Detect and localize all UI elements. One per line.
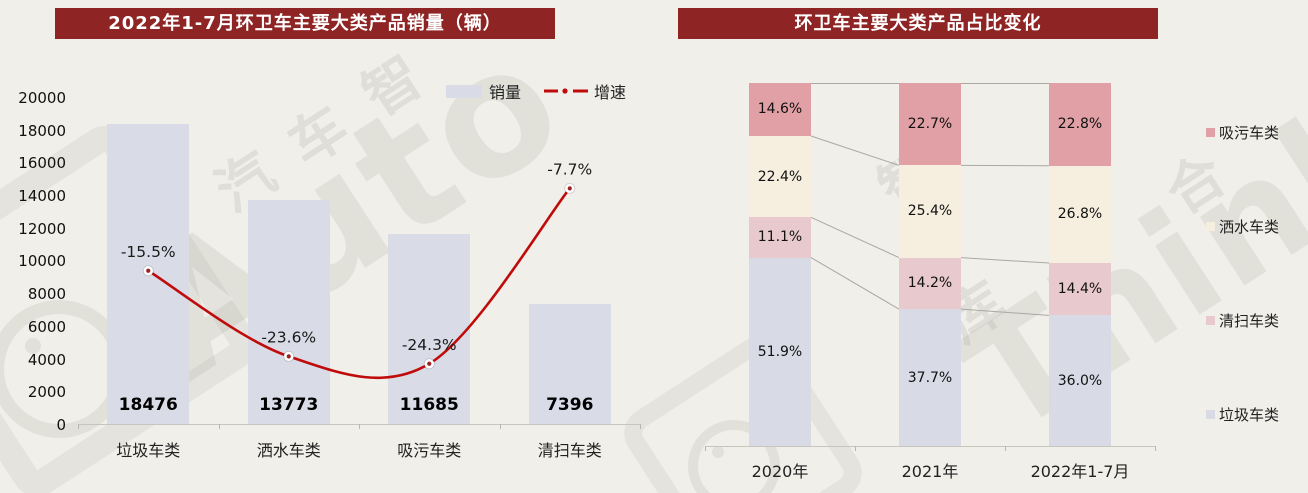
y-axis-tick-label: 18000 [18, 121, 66, 140]
legend-item: 清扫车类 [1206, 310, 1279, 331]
legend-swatch [1206, 128, 1215, 137]
sales-bar: 18476 [107, 123, 190, 424]
legend-item: 吸污车类 [1206, 122, 1279, 143]
stack-segment: 37.7% [899, 309, 961, 446]
y-axis-tick-label: 20000 [18, 89, 66, 107]
stack-column: 14.6% 22.4% 11.1% 51.9% [705, 83, 855, 446]
stack-segment: 26.8% [1049, 165, 1111, 264]
x-axis-tick [1155, 446, 1156, 451]
bar-value-label: 18476 [118, 395, 178, 415]
bar-value-label: 11685 [399, 395, 459, 415]
stack-segment: 14.4% [1049, 263, 1111, 316]
y-axis-tick-label: 16000 [18, 154, 66, 173]
bar-column: 13773 [219, 99, 360, 424]
bar-value-label: 13773 [259, 395, 319, 415]
category-label: 2021年 [901, 462, 959, 481]
legend-item: 洒水车类 [1206, 216, 1279, 237]
x-axis-tick [705, 446, 706, 451]
stack-segment: 14.6% [749, 83, 811, 136]
stack-segment: 25.4% [899, 165, 961, 258]
category-label: 清扫车类 [537, 441, 602, 460]
segment-label: 22.8% [1057, 116, 1103, 133]
x-axis-tick [640, 424, 641, 429]
y-axis-tick-label: 6000 [27, 317, 66, 336]
segment-label: 51.9% [757, 343, 803, 360]
segment-label: 14.2% [907, 275, 953, 292]
legend-label: 清扫车类 [1219, 312, 1280, 330]
segment-label: 14.6% [757, 101, 803, 118]
stack-segment: 22.7% [899, 83, 961, 166]
y-axis-tick-label: 4000 [27, 350, 66, 369]
y-axis-tick-label: 2000 [27, 383, 66, 402]
share-chart-title: 环卫车主要大类产品占比变化 [678, 8, 1158, 39]
sales-bar: 7396 [528, 303, 611, 424]
category-label: 2020年 [751, 462, 809, 481]
segment-label: 22.7% [907, 116, 953, 133]
y-axis-tick-label: 0 [56, 415, 66, 434]
stack-column: 22.8% 26.8% 14.4% 36.0% [1005, 83, 1155, 446]
sales-bar: 11685 [388, 234, 471, 424]
category-label: 垃圾车类 [116, 441, 181, 460]
stack-segment: 22.4% [749, 135, 811, 218]
growth-line-legend-glyph [544, 88, 589, 94]
legend-label: 吸污车类 [1219, 124, 1280, 142]
stack-segment: 36.0% [1049, 315, 1111, 446]
sales-legend-swatch [446, 84, 482, 98]
x-axis-tick [78, 424, 79, 429]
segment-label: 37.7% [907, 369, 953, 386]
sales-chart-title: 2022年1-7月环卫车主要大类产品销量（辆） [55, 8, 555, 39]
category-label: 2022年1-7月 [1030, 462, 1130, 481]
bar-column: 7396 [500, 99, 641, 424]
segment-label: 36.0% [1057, 372, 1103, 389]
legend-label: 洒水车类 [1219, 218, 1280, 236]
sales-legend-label: 销量 [489, 83, 522, 102]
share-plot-area: 14.6% 22.4% 11.1% 51.9% 22.7% 25.4% 14.2% 37.7%… [705, 83, 1156, 451]
bar-value-label: 7396 [546, 395, 594, 415]
segment-label: 14.4% [1057, 281, 1103, 298]
segment-label: 22.4% [757, 168, 803, 185]
sales-chart-legend: 销量 增速 [446, 79, 626, 103]
sales-bar: 13773 [247, 200, 330, 424]
sales-plot-area: 18476 13773 11685 7396 [78, 99, 641, 429]
stack-segment: 22.8% [1049, 83, 1111, 166]
x-axis-tick [359, 424, 360, 429]
segment-label: 26.8% [1057, 206, 1103, 223]
legend-item: 垃圾车类 [1206, 404, 1279, 425]
legend-label: 垃圾车类 [1219, 406, 1280, 424]
category-label: 吸污车类 [397, 441, 462, 460]
x-axis-tick [854, 446, 856, 451]
share-x-axis-labels: 2020年 2021年 2022年1-7月 [705, 458, 1155, 482]
bar-column: 11685 [359, 99, 500, 424]
bar-column: 18476 [78, 99, 219, 424]
stacked-bar: 22.8% 26.8% 14.4% 36.0% [1049, 83, 1111, 446]
x-axis-tick [499, 424, 501, 429]
y-axis-tick-label: 10000 [18, 252, 66, 271]
stacked-bar: 22.7% 25.4% 14.2% 37.7% [899, 83, 961, 446]
y-axis-tick-label: 8000 [27, 285, 66, 304]
watermark-logo [712, 446, 724, 458]
stack-segment: 11.1% [749, 217, 811, 258]
category-label: 洒水车类 [256, 441, 321, 460]
segment-label: 11.1% [757, 229, 803, 246]
x-axis-tick [218, 424, 220, 429]
x-axis-tick [1004, 446, 1006, 451]
sales-x-axis-labels: 垃圾车类 洒水车类 吸污车类 清扫车类 [78, 437, 640, 461]
legend-swatch [1206, 316, 1215, 325]
y-axis-tick-label: 12000 [18, 219, 66, 238]
segment-label: 25.4% [907, 203, 953, 220]
stack-segment: 51.9% [749, 257, 811, 446]
stack-column: 22.7% 25.4% 14.2% 37.7% [855, 83, 1005, 446]
legend-swatch [1206, 410, 1215, 419]
watermark-logo [25, 338, 41, 354]
watermark-logo [688, 420, 780, 493]
stacked-bar: 14.6% 22.4% 11.1% 51.9% [749, 83, 811, 446]
stack-segment: 14.2% [899, 257, 961, 310]
growth-legend-label: 增速 [594, 83, 627, 102]
share-chart-legend: 吸污车类洒水车类清扫车类垃圾车类 [1206, 122, 1279, 425]
sales-y-axis: 20000 18000 16000 14000 12000 10000 8000 6000 40… [0, 89, 66, 434]
legend-swatch [1206, 222, 1215, 231]
y-axis-tick-label: 14000 [18, 187, 66, 206]
